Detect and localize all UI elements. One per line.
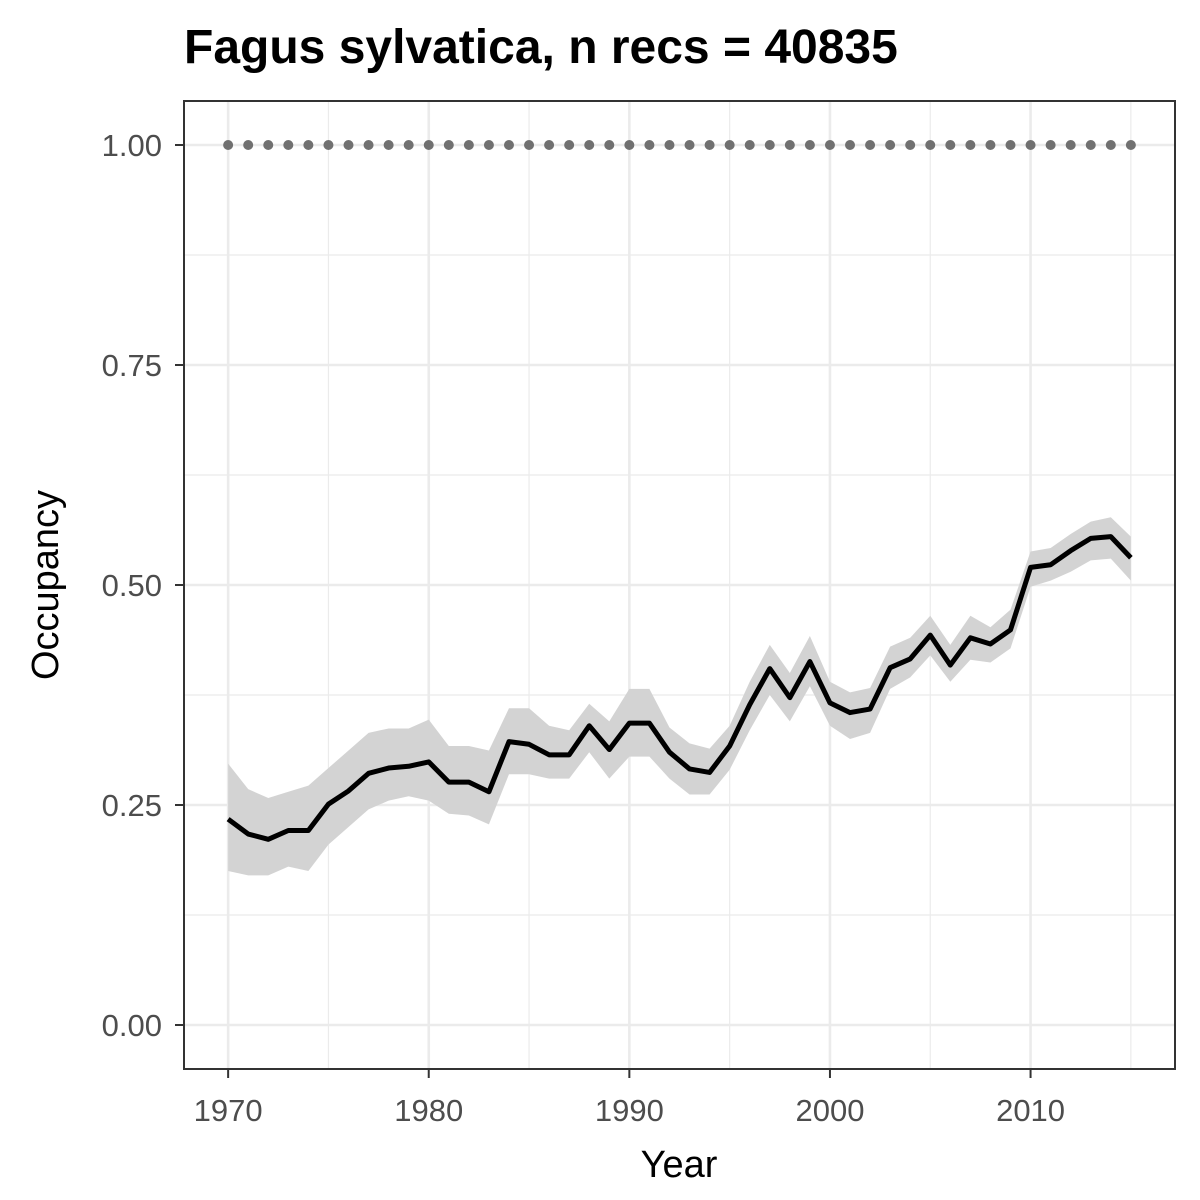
reference-point <box>463 140 474 150</box>
y-tick-label: 1.00 <box>102 128 162 163</box>
reference-point <box>223 140 234 150</box>
reference-point <box>1125 140 1136 150</box>
reference-point <box>704 140 715 150</box>
reference-point <box>423 140 434 150</box>
reference-point <box>1045 140 1056 150</box>
reference-point <box>885 140 896 150</box>
reference-point <box>584 140 595 150</box>
reference-point <box>925 140 936 150</box>
occupancy-line-group <box>226 534 1133 842</box>
reference-point <box>624 140 635 150</box>
reference-point <box>343 140 354 150</box>
x-tick-label: 1970 <box>194 1093 263 1128</box>
y-tick-label: 0.25 <box>102 788 162 823</box>
reference-point <box>1025 140 1036 150</box>
reference-point <box>524 140 535 150</box>
x-tick-label: 1980 <box>394 1093 463 1128</box>
reference-point <box>544 140 555 150</box>
reference-point <box>945 140 956 150</box>
reference-point <box>383 140 394 150</box>
reference-point <box>503 140 514 150</box>
reference-point <box>604 140 615 150</box>
reference-point <box>744 140 755 150</box>
reference-point <box>1105 140 1116 150</box>
y-axis-title: Occupancy <box>25 490 67 680</box>
y-tick-label: 0.00 <box>102 1008 162 1043</box>
reference-point <box>905 140 916 150</box>
x-tick-label: 2010 <box>996 1093 1065 1128</box>
reference-points-group <box>223 140 1136 150</box>
reference-point <box>443 140 454 150</box>
reference-point <box>564 140 575 150</box>
x-tick-label: 1990 <box>595 1093 664 1128</box>
chart-title: Fagus sylvatica, n recs = 40835 <box>184 21 898 74</box>
reference-point <box>784 140 795 150</box>
confidence-ribbon-group <box>228 517 1131 876</box>
x-tick-label: 2000 <box>795 1093 864 1128</box>
reference-point <box>664 140 675 150</box>
axes: 1970 1980 1990 2000 2010 0.00 0.25 0.50 0.75 1.00 <box>102 128 1065 1128</box>
reference-point <box>845 140 856 150</box>
reference-point <box>804 140 815 150</box>
reference-point <box>684 140 695 150</box>
reference-point <box>865 140 876 150</box>
reference-point <box>644 140 655 150</box>
reference-point <box>724 140 735 150</box>
reference-point <box>283 140 294 150</box>
y-tick-label: 0.75 <box>102 348 162 383</box>
reference-point <box>1065 140 1076 150</box>
confidence-ribbon <box>228 517 1131 876</box>
x-axis-title: Year <box>641 1144 718 1186</box>
reference-point <box>1005 140 1016 150</box>
reference-point <box>323 140 334 150</box>
y-tick-label: 0.50 <box>102 568 162 603</box>
reference-point <box>985 140 996 150</box>
reference-point <box>824 140 835 150</box>
reference-point <box>263 140 274 150</box>
reference-point <box>403 140 414 150</box>
reference-point <box>764 140 775 150</box>
reference-point <box>303 140 314 150</box>
reference-point <box>1085 140 1096 150</box>
occupancy-line <box>226 534 1133 842</box>
reference-point <box>243 140 254 150</box>
reference-point <box>363 140 374 150</box>
reference-point <box>965 140 976 150</box>
reference-point <box>483 140 494 150</box>
